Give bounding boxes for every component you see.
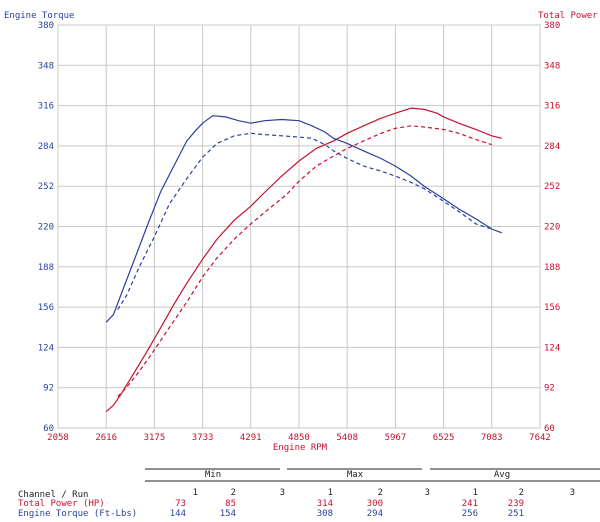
y-tick-label-left: 220 xyxy=(38,223,54,233)
min-run-1: 1 xyxy=(193,488,198,498)
avg-run-3: 3 xyxy=(570,488,575,498)
y-tick-label-left: 188 xyxy=(38,263,54,273)
chart-ticks: 2058 2616 3175 3733 4291 4850 5408 5967 6525 7083… xyxy=(38,21,561,443)
y-tick-label-right: 252 xyxy=(544,182,560,192)
x-tick-label: 4291 xyxy=(240,433,262,443)
y-tick-label-left: 380 xyxy=(38,21,54,31)
max-header: Max xyxy=(347,470,364,480)
min-header: Min xyxy=(205,470,221,480)
x-tick-label: 2616 xyxy=(95,433,117,443)
torque-min-run2: 154 xyxy=(220,509,236,519)
power-min-run2: 85 xyxy=(225,499,236,509)
torque-max-run1: 308 xyxy=(317,509,333,519)
x-tick-label: 5967 xyxy=(385,433,407,443)
y-tick-label-left: 252 xyxy=(38,182,54,192)
y-tick-label-left: 124 xyxy=(38,343,54,353)
left-axis-label: Engine Torque xyxy=(4,11,74,21)
y-tick-label-left: 284 xyxy=(38,142,54,152)
summary-table: Min Max Avg Channel / Run 1 2 3 1 2 3 1 … xyxy=(18,468,600,519)
y-tick-label-left: 60 xyxy=(43,424,54,434)
x-axis-label: Engine RPM xyxy=(273,443,328,453)
torque-run2-line xyxy=(117,132,492,310)
y-tick-label-right: 220 xyxy=(544,223,560,233)
torque-avg-run1: 256 xyxy=(462,509,478,519)
min-run-2: 2 xyxy=(231,488,236,498)
right-axis-label: Total Power xyxy=(538,11,598,21)
y-tick-label-right: 188 xyxy=(544,263,560,273)
power-row-label: Total Power (HP) xyxy=(18,499,105,509)
y-tick-label-right: 124 xyxy=(544,343,560,353)
power-min-run1: 73 xyxy=(175,499,186,509)
min-run-3: 3 xyxy=(280,488,285,498)
max-run-1: 1 xyxy=(328,488,333,498)
y-tick-label-right: 284 xyxy=(544,142,560,152)
chart-grid xyxy=(57,24,541,429)
y-tick-label-right: 156 xyxy=(544,303,560,313)
y-tick-label-right: 348 xyxy=(544,61,560,71)
x-tick-label: 4850 xyxy=(288,433,310,443)
max-run-2: 2 xyxy=(378,488,383,498)
power-avg-run2: 239 xyxy=(508,499,524,509)
power-max-run2: 300 xyxy=(367,499,383,509)
x-tick-label: 3175 xyxy=(144,433,166,443)
power-run1-line xyxy=(105,107,502,413)
channel-run-label: Channel / Run xyxy=(18,490,88,500)
torque-row-label: Engine Torque (Ft-Lbs) xyxy=(18,509,137,519)
y-tick-label-left: 156 xyxy=(38,303,54,313)
power-run2-line xyxy=(117,125,492,397)
y-tick-label-left: 92 xyxy=(43,384,54,394)
torque-avg-run2: 251 xyxy=(508,509,524,519)
y-tick-label-left: 348 xyxy=(38,61,54,71)
x-tick-label: 5408 xyxy=(336,433,358,443)
torque-run1-line xyxy=(105,115,503,323)
y-tick-label-left: 316 xyxy=(38,102,54,112)
x-tick-label: 7083 xyxy=(481,433,503,443)
torque-max-run2: 294 xyxy=(367,509,383,519)
power-avg-run1: 241 xyxy=(462,499,478,509)
avg-header: Avg xyxy=(494,470,510,480)
x-tick-label: 3733 xyxy=(192,433,214,443)
power-max-run1: 314 xyxy=(317,499,333,509)
avg-run-1: 1 xyxy=(473,488,478,498)
max-run-3: 3 xyxy=(425,488,430,498)
y-tick-label-right: 60 xyxy=(544,424,555,434)
x-tick-label: 7642 xyxy=(529,433,551,443)
y-tick-label-right: 92 xyxy=(544,384,555,394)
x-tick-label: 6525 xyxy=(433,433,455,443)
y-tick-label-right: 316 xyxy=(544,102,560,112)
y-tick-label-right: 380 xyxy=(544,21,560,31)
torque-min-run1: 144 xyxy=(170,509,186,519)
x-tick-label: 2058 xyxy=(47,433,69,443)
chart-series xyxy=(105,107,503,413)
avg-run-2: 2 xyxy=(519,488,524,498)
